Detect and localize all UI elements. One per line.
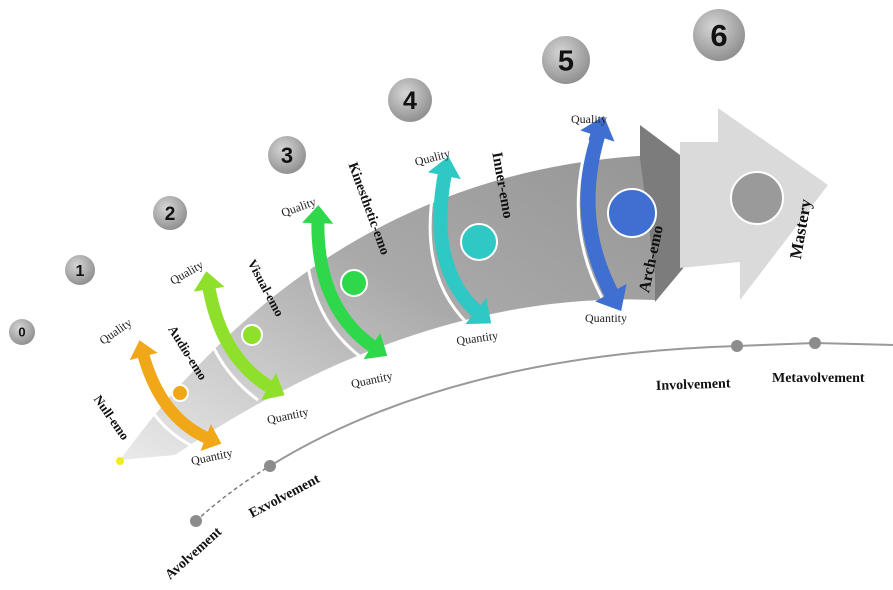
stage-number-badge-0 [9, 319, 35, 345]
quantity-label-4: Quantity [455, 328, 499, 348]
scale-label-involvement: Involvement [656, 376, 731, 394]
stage-name-0: Null-emo [91, 392, 133, 443]
quantity-arrow-shaft [311, 215, 382, 356]
stage-number-badge-2 [153, 196, 187, 230]
scale-label-metavolvement: Metavolvement [772, 371, 865, 386]
quality-quantity-arrows-1 [129, 340, 222, 452]
quantity-arrow-shaft [136, 348, 215, 446]
quantity-arrowhead [595, 283, 627, 311]
quality-arrowhead [580, 116, 615, 142]
stage-number-badge-6 [693, 9, 745, 61]
scale-curve [269, 341, 893, 467]
arrow-separator [428, 185, 470, 326]
arrow-separator [196, 299, 259, 402]
stage-number-6: 6 [710, 18, 727, 53]
quality-arrowhead [302, 205, 334, 224]
stage-number-3: 3 [281, 143, 293, 168]
stage-number-badge-3 [268, 136, 306, 174]
stage-circle-6 [730, 171, 784, 225]
scale-point-involvement [731, 340, 743, 352]
quantity-label-2: Quantity [266, 405, 310, 427]
stage-layer: 0Null-emo1Audio-emoQualityQuantity2Visua… [9, 9, 815, 468]
stage-number-0: 0 [18, 325, 25, 340]
stage-number-badge-4 [388, 78, 432, 122]
quantity-label-5: Quantity [585, 311, 627, 325]
quantity-label-3: Quantity [350, 369, 394, 391]
arrow-separator [304, 233, 363, 360]
quantity-arrowhead [465, 298, 492, 325]
stage-circle-2 [241, 324, 263, 346]
quality-arrowhead [129, 340, 158, 361]
stage-number-badge-5 [542, 36, 590, 84]
stage-number-badge-1 [65, 255, 95, 285]
stage-circle-0 [116, 457, 124, 465]
quality-arrowhead [427, 156, 461, 180]
stage-name-1: Audio-emo [165, 323, 210, 383]
scale-dashed-curve [195, 465, 271, 522]
stage-number-1: 1 [76, 263, 85, 280]
arrow-separator [130, 367, 197, 450]
quality-arrowhead [193, 271, 225, 292]
scale-point-exvolvement [264, 460, 276, 472]
scale-point-avolvement [190, 515, 202, 527]
stage-number-5: 5 [558, 45, 574, 77]
stage-number-2: 2 [165, 204, 176, 225]
quality-quantity-arrows-5 [576, 116, 627, 311]
stage-circle-1 [171, 384, 189, 402]
stage-number-4: 4 [403, 87, 417, 115]
arrow-separator [576, 139, 604, 299]
quality-label-1: Quality [97, 315, 135, 347]
stage-circle-4 [460, 223, 498, 261]
quality-label-5: Quality [571, 112, 607, 126]
quantity-arrow-shaft [433, 166, 487, 322]
scale-label-exvolvement: Exvolvement [247, 472, 323, 522]
quantity-arrowhead [363, 332, 388, 360]
quality-quantity-arrows-2 [193, 271, 285, 402]
quantity-label-1: Quantity [190, 446, 234, 468]
quality-quantity-arrows-4 [427, 156, 492, 326]
quantity-arrowhead [200, 424, 222, 452]
quantity-arrow-shaft [580, 125, 622, 304]
quantity-arrowhead [261, 372, 285, 401]
stage-circle-5 [607, 188, 657, 238]
quality-quantity-arrows-3 [302, 205, 388, 360]
quantity-arrow-shaft [201, 280, 279, 396]
scale-label-avolvement: Avolvement [163, 524, 226, 583]
scale-point-metavolvement [809, 337, 821, 349]
stage-circle-3 [340, 269, 368, 297]
progression-band [120, 155, 655, 460]
